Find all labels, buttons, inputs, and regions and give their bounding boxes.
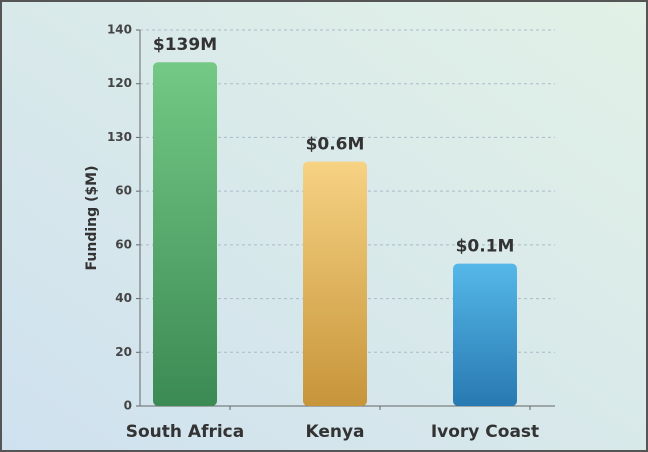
x-tick-label: South Africa bbox=[126, 422, 245, 442]
y-tick-label: 0 bbox=[124, 399, 132, 413]
y-tick-label: 130 bbox=[107, 130, 132, 144]
y-tick-label: 60 bbox=[115, 237, 132, 251]
bar-annotation: $0.6M bbox=[306, 135, 365, 155]
y-tick-label: 60 bbox=[115, 184, 132, 198]
x-tick-label: Kenya bbox=[305, 422, 364, 442]
y-tick-label: 120 bbox=[107, 76, 132, 90]
y-tick-label: 20 bbox=[115, 345, 132, 359]
y-axis-label: Funding ($M) bbox=[84, 166, 100, 271]
bar bbox=[153, 62, 217, 406]
x-tick-label: Ivory Coast bbox=[431, 422, 539, 442]
bar-annotation: $0.1M bbox=[456, 237, 515, 257]
y-tick-label: 40 bbox=[115, 291, 132, 305]
y-tick-label: 140 bbox=[107, 23, 132, 37]
bar-annotation: $139M bbox=[153, 35, 217, 55]
bar bbox=[303, 161, 367, 406]
bar bbox=[453, 263, 517, 406]
